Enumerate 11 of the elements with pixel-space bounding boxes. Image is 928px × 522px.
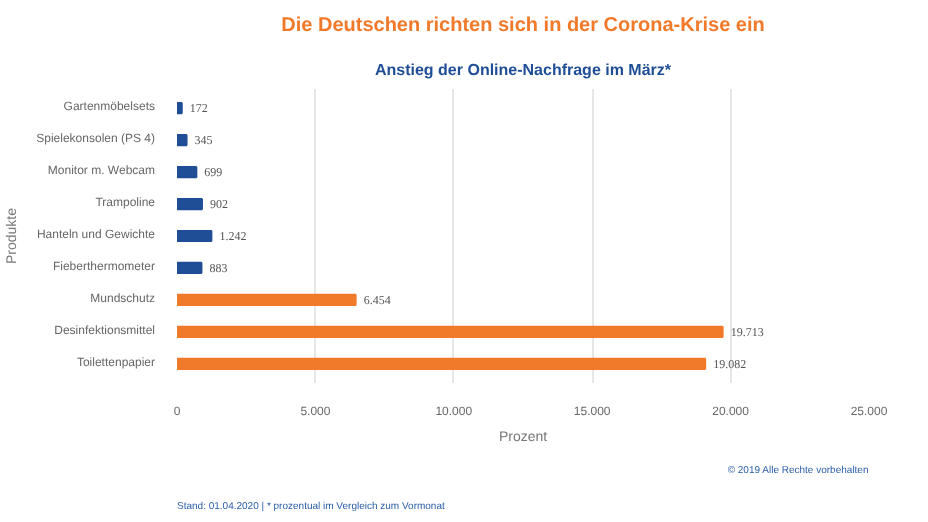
chart-subtitle: Anstieg der Online-Nachfrage im März* [374,61,673,79]
bar [177,165,198,179]
bar [177,197,203,211]
bar [177,357,707,370]
bar [177,229,213,243]
bar [177,134,188,147]
bar [177,261,203,275]
chart-title: Die Deutschen richten sich in der Corona-Krise ein [281,15,765,37]
bar [177,325,724,338]
bar [177,293,357,307]
bar [177,102,183,115]
